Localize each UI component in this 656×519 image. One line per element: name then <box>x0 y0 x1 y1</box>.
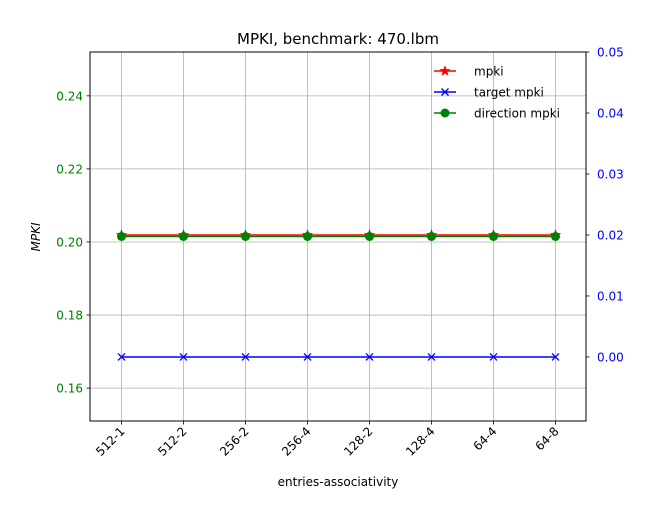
legend-label: target mpki <box>474 86 544 100</box>
y-left-tick-label: 0.16 <box>56 382 83 396</box>
data-point-marker <box>427 352 436 361</box>
y-axis-right-ticks: 0.00 0.01 0.02 0.03 0.04 0.05 <box>586 46 624 364</box>
y-left-tick-label: 0.20 <box>56 235 83 249</box>
data-point-marker <box>440 108 450 118</box>
legend-label: mpki <box>474 65 504 79</box>
series-layer <box>115 229 562 361</box>
data-point-marker <box>441 88 449 96</box>
series-direction-mpki <box>117 232 560 241</box>
legend-label: direction mpki <box>474 107 560 121</box>
y-right-tick-label: 0.02 <box>597 228 624 242</box>
legend-entry: direction mpki <box>434 107 560 121</box>
y-axis-left-ticks: 0.16 0.18 0.20 0.22 0.24 <box>56 89 90 396</box>
data-point-marker <box>241 232 250 241</box>
data-point-marker <box>117 232 126 241</box>
y-axis-label: MPKI <box>29 222 43 251</box>
data-point-marker <box>489 232 498 241</box>
data-point-marker <box>551 232 560 241</box>
y-left-tick-label: 0.22 <box>56 162 83 176</box>
y-left-tick-label: 0.18 <box>56 309 83 323</box>
y-left-tick-label: 0.24 <box>56 89 83 103</box>
y-right-tick-label: 0.05 <box>597 46 624 60</box>
data-point-marker <box>117 352 126 361</box>
y-right-tick-label: 0.04 <box>597 106 624 120</box>
legend-entry: mpki <box>434 65 504 79</box>
data-point-marker <box>303 352 312 361</box>
data-point-marker <box>427 232 436 241</box>
data-point-marker <box>179 232 188 241</box>
series-target-mpki <box>117 352 560 361</box>
data-point-marker <box>365 232 374 241</box>
chart-title: MPKI, benchmark: 470.lbm <box>237 30 439 48</box>
data-point-marker <box>551 352 560 361</box>
y-right-tick-label: 0.00 <box>597 350 624 364</box>
data-point-marker <box>241 352 250 361</box>
x-axis-label: entries-associativity <box>278 475 399 489</box>
data-point-marker <box>489 352 498 361</box>
y-right-tick-label: 0.03 <box>597 167 624 181</box>
data-point-marker <box>365 352 374 361</box>
y-right-tick-label: 0.01 <box>597 289 624 303</box>
data-point-marker <box>303 232 312 241</box>
data-point-marker <box>439 65 451 76</box>
legend: mpki target mpki direction mpki <box>434 65 560 121</box>
legend-entry: target mpki <box>434 86 544 100</box>
plot-frame <box>89 51 587 422</box>
data-point-marker <box>179 352 188 361</box>
